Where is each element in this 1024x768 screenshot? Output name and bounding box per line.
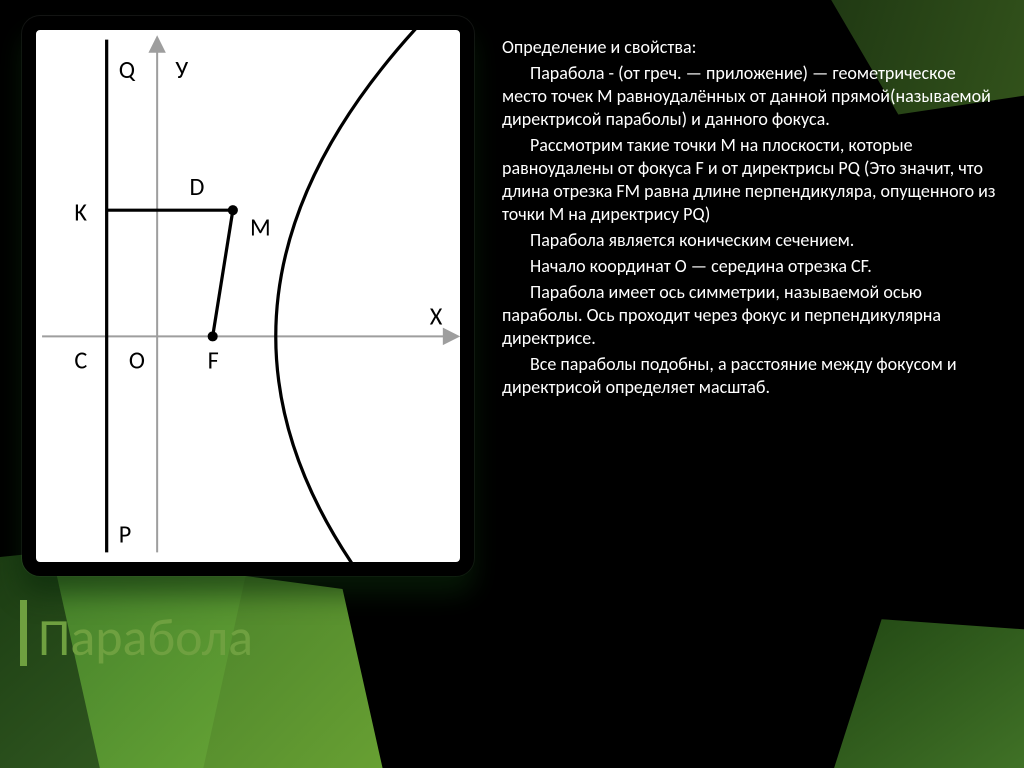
paragraph: Все параболы подобны, а расстояние между… [502,353,1000,399]
point-m [228,205,238,215]
paragraph: Начало координат O — середина отрезка CF… [502,255,1000,278]
title-accent-bar [20,600,27,666]
body-text: Определение и свойства: Парабола - (от г… [502,36,1000,402]
axis-x-label: X [430,301,443,331]
label-p: P [119,519,132,549]
paragraph: Парабола имеет ось симметрии, называемой… [502,281,1000,350]
axis-origin-label: O [129,346,145,376]
parabola-diagram: Q У K D M X C O F P [22,16,474,576]
paragraph: Рассмотрим такие точки M на плоскости, к… [502,134,1000,226]
parabola-curve [276,30,450,562]
segment-mf [213,210,233,336]
paragraph: Парабола - (от греч. — приложение) — гео… [502,62,1000,131]
slide-title: Парабола [38,605,253,669]
label-m: M [250,212,271,242]
label-c: C [74,346,87,376]
parabola-svg: Q У K D M X C O F P [36,30,460,562]
point-f [208,331,218,341]
label-d: D [189,172,204,202]
slide: Q У K D M X C O F P Парабола Определение… [0,0,1024,768]
label-f: F [208,346,219,376]
label-q: Q [119,55,136,85]
label-k: K [74,197,87,227]
paragraph: Определение и свойства: [502,36,1000,59]
axis-y-label: У [175,55,188,85]
paragraph: Парабола является коническим сечением. [502,229,1000,252]
